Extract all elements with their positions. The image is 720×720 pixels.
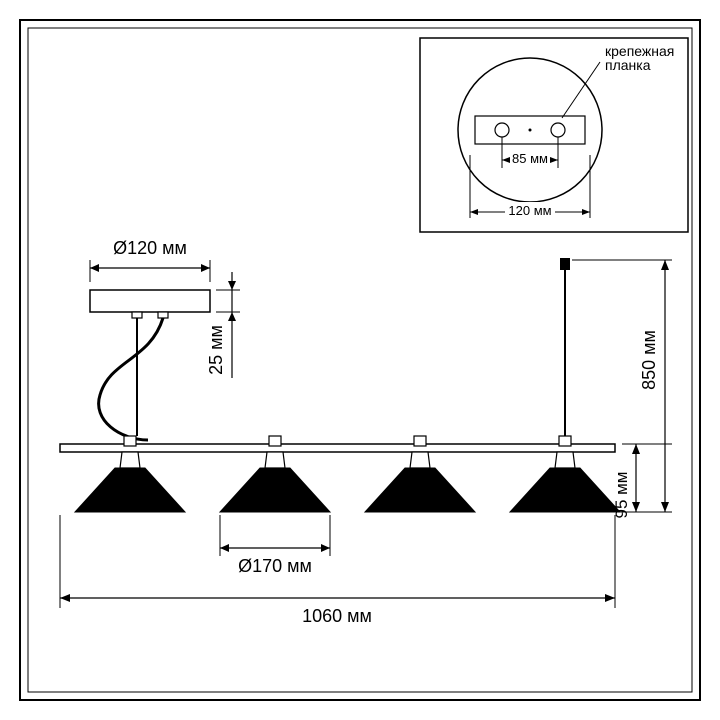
label-shade-h: 95 мм — [612, 471, 631, 518]
diagram-frame: крепежная планка 85 мм 120 мм — [0, 0, 720, 720]
inset-120mm: 120 мм — [508, 203, 551, 218]
label-drop-h: 850 мм — [639, 330, 659, 390]
label-total-length: 1060 мм — [302, 606, 372, 626]
canopy — [90, 290, 210, 318]
diagram-svg: крепежная планка 85 мм 120 мм — [0, 0, 720, 720]
cords — [99, 318, 163, 440]
label-canopy-dia: Ø120 мм — [113, 238, 187, 258]
inset-85mm: 85 мм — [512, 151, 548, 166]
dim-total-length: 1060 мм — [60, 515, 615, 626]
dim-shade-diameter: Ø170 мм — [220, 515, 330, 576]
inset-detail: крепежная планка 85 мм 120 мм — [420, 38, 688, 232]
label-shade-dia: Ø170 мм — [238, 556, 312, 576]
right-suspension — [560, 258, 570, 438]
shades — [75, 452, 620, 512]
inset-annotation-l2: планка — [605, 57, 651, 73]
dim-canopy-height: 25 мм — [206, 272, 240, 378]
dim-canopy-diameter: Ø120 мм — [90, 238, 210, 282]
label-canopy-h: 25 мм — [206, 325, 226, 375]
